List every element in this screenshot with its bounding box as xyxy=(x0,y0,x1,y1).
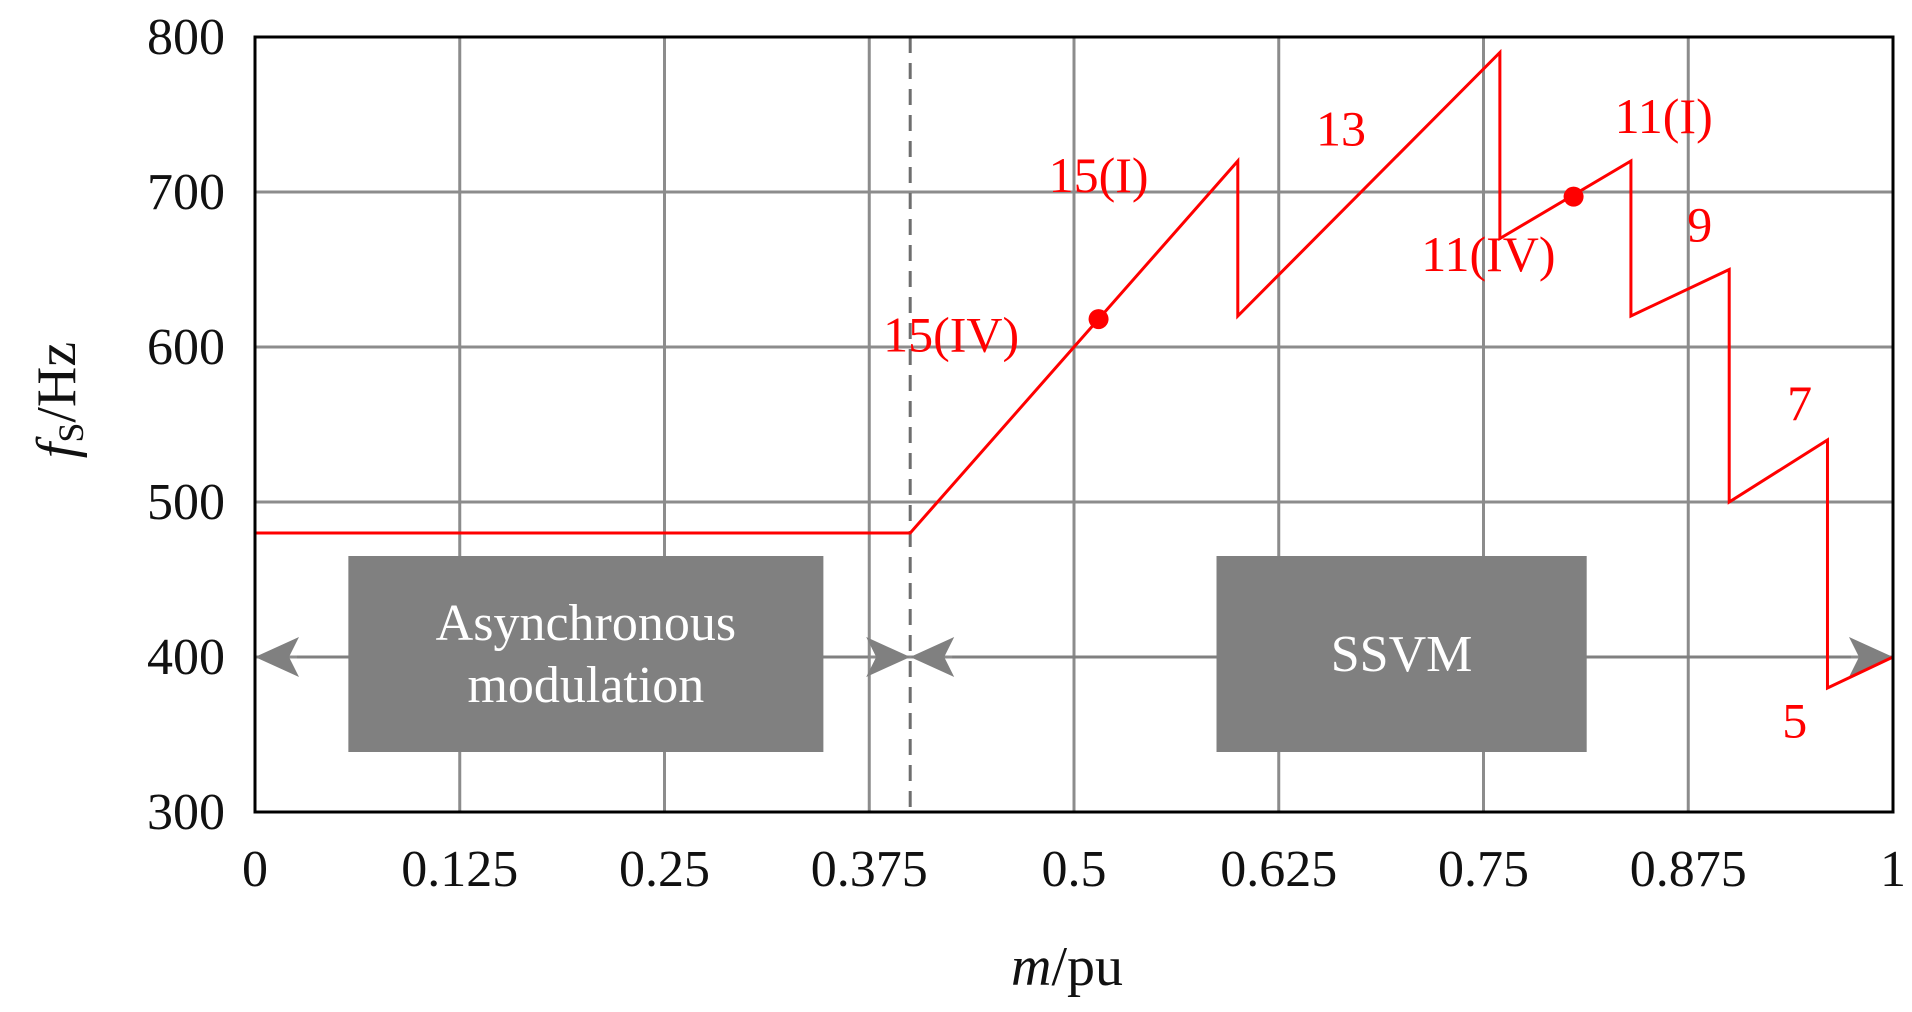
data-point-marker xyxy=(1088,309,1109,330)
segment-annotation: 15(IV) xyxy=(883,307,1019,363)
segment-annotation: 7 xyxy=(1787,375,1812,431)
region-label: modulation xyxy=(467,657,704,714)
y-tick-label: 300 xyxy=(147,784,225,841)
x-tick-label: 1 xyxy=(1880,841,1906,898)
x-tick-label: 0.75 xyxy=(1438,841,1529,898)
segment-annotation: 11(I) xyxy=(1615,88,1713,144)
region-box xyxy=(1216,556,1587,752)
region-label: SSVM xyxy=(1331,626,1473,683)
x-tick-label: 0.125 xyxy=(401,841,518,898)
y-tick-label: 400 xyxy=(147,629,225,686)
x-tick-label: 0.625 xyxy=(1220,841,1337,898)
left-arrowhead-icon xyxy=(910,637,955,677)
x-axis-label: m/pu xyxy=(1011,936,1123,998)
plot-frame xyxy=(253,35,1895,814)
annotations: 15(I) 15(IV) 13 11(I) 11(IV) 9 7 5 xyxy=(883,88,1812,749)
segment-annotation: 15(I) xyxy=(1049,147,1149,203)
tick-labels: 0 0.125 0.25 0.375 0.5 0.625 0.75 0.875 1 300 400 5… xyxy=(147,9,1906,898)
right-arrowhead-icon xyxy=(866,637,911,677)
y-tick-label: 500 xyxy=(147,474,225,531)
segment-annotation: 13 xyxy=(1316,101,1366,157)
right-arrowhead-icon xyxy=(1849,637,1893,677)
y-axis-label: fS/Hz xyxy=(26,342,91,458)
x-tick-label: 0.25 xyxy=(619,841,710,898)
y-tick-label: 600 xyxy=(147,319,225,376)
switching-frequency-line xyxy=(255,48,1894,691)
x-tick-label: 0.875 xyxy=(1630,841,1747,898)
y-tick-label: 700 xyxy=(147,164,225,221)
x-tick-label: 0.375 xyxy=(811,841,928,898)
y-tick-label: 800 xyxy=(147,9,225,66)
x-tick-label: 0.5 xyxy=(1042,841,1107,898)
x-tick-label: 0 xyxy=(242,841,268,898)
segment-annotation: 9 xyxy=(1687,197,1712,253)
data-point-marker xyxy=(1563,186,1584,207)
series-layer xyxy=(255,48,1894,691)
region-label: Asynchronous xyxy=(436,595,736,652)
segment-annotation: 11(IV) xyxy=(1421,226,1555,282)
region-box xyxy=(348,556,824,752)
segment-annotation: 5 xyxy=(1782,693,1807,749)
left-arrowhead-icon xyxy=(255,637,299,677)
